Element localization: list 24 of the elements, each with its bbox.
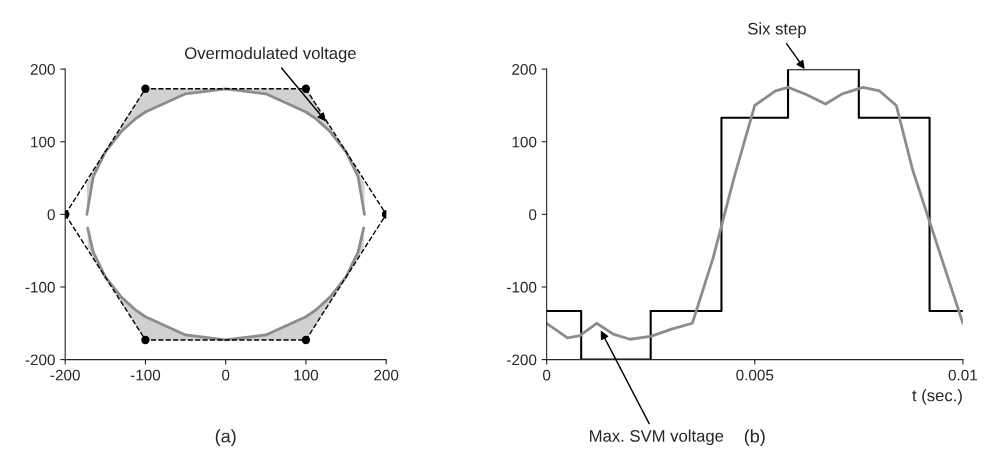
y-tick-label: -100 <box>507 281 537 293</box>
y-tick-label: 200 <box>512 64 537 75</box>
y-tick-label: -100 <box>25 281 55 293</box>
x-tick-label: 0 <box>542 369 551 381</box>
x-tick-label: 0.01 <box>948 369 977 381</box>
y-tick-label: 0 <box>47 209 55 221</box>
text: (a) <box>215 429 236 447</box>
x-tick-label: -100 <box>130 369 161 381</box>
x-axis-title: t (sec.) <box>912 389 962 405</box>
y-tick-label: 100 <box>31 136 55 148</box>
x-tick-label: 100 <box>294 369 319 381</box>
y-tick-label: 0 <box>529 209 537 221</box>
x-tick-label: 200 <box>374 369 399 381</box>
annotation: Six step <box>748 22 806 38</box>
x-tick-label: 0.005 <box>736 369 774 381</box>
text: (b) <box>744 429 765 447</box>
annotation: Max. SVM voltage <box>590 429 724 446</box>
y-tick-label: -200 <box>507 354 537 366</box>
annotation: Overmodulated voltage <box>185 46 356 63</box>
y-tick-label: -200 <box>25 354 55 366</box>
y-tick-label: 200 <box>30 64 55 75</box>
x-tick-label: 0 <box>222 369 230 381</box>
y-tick-label: 100 <box>512 136 537 148</box>
x-tick-label: -200 <box>50 369 80 381</box>
